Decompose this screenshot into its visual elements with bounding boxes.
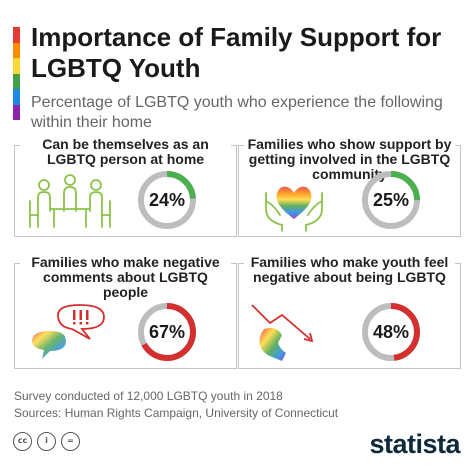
sad-person-down-arrow-icon — [251, 304, 314, 361]
panel-be-themselves: Can be themselves as an LGBTQ person at … — [14, 137, 237, 237]
rainbow-heart-hands-icon — [265, 186, 323, 232]
value-label: 24% — [148, 190, 186, 210]
family-table-icon — [29, 174, 111, 228]
no-derivatives-icon[interactable]: = — [61, 432, 80, 451]
panel-label: Families who make youth feel negative ab… — [244, 255, 455, 285]
donut-chart — [362, 171, 420, 229]
donut-value-arc — [138, 171, 196, 229]
panel-feel-negative: Families who make youth feel negative ab… — [238, 255, 461, 369]
survey-note: Survey conducted of 12,000 LGBTQ youth i… — [14, 389, 283, 403]
rainbow-bar — [13, 27, 20, 120]
donut-value-arc — [362, 171, 420, 229]
panel-negative-comments: Families who make negative comments abou… — [14, 255, 237, 369]
rainbow-stripe — [13, 89, 20, 105]
statista-logo[interactable]: statista — [369, 429, 460, 459]
speech-bubbles-icon — [32, 304, 105, 359]
value-label: 48% — [372, 322, 410, 342]
chart-title: Importance of Family Support for LGBTQ Y… — [31, 22, 442, 83]
chart-subtitle: Percentage of LGBTQ youth who experience… — [31, 94, 443, 131]
donut-value-arc — [362, 303, 420, 361]
rainbow-stripe — [13, 27, 20, 43]
donut-value-arc — [138, 303, 196, 361]
rainbow-stripe — [13, 73, 20, 89]
rainbow-stripe — [13, 104, 20, 120]
panel-label: Families who show support by getting inv… — [244, 137, 455, 182]
rainbow-stripe — [13, 42, 20, 58]
donut-chart — [138, 171, 196, 229]
creative-commons-icon[interactable]: cc — [13, 432, 32, 451]
panel-label: Families who make negative comments abou… — [20, 255, 231, 300]
panel-label: Can be themselves as an LGBTQ person at … — [20, 137, 231, 167]
donut-chart — [362, 303, 420, 361]
value-label: 67% — [148, 322, 186, 342]
rainbow-stripe — [13, 58, 20, 74]
attribution-icon[interactable]: i — [37, 432, 56, 451]
value-label: 25% — [372, 190, 410, 210]
panel-community-support: Families who show support by getting inv… — [238, 137, 461, 237]
license-icons: cc i = — [13, 432, 80, 451]
donut-chart — [138, 303, 196, 361]
sources-note: Sources: Human Rights Campaign, Universi… — [14, 406, 339, 420]
